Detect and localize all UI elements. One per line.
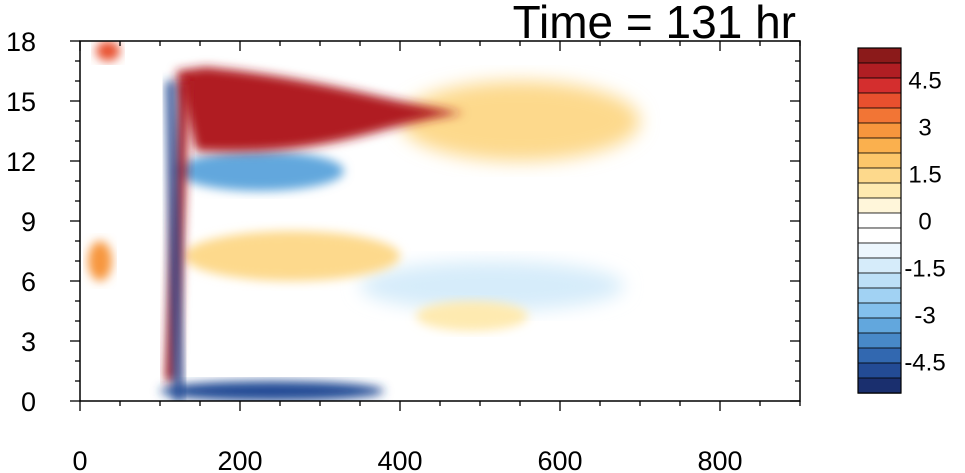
heatmap-feature-mid-negative xyxy=(360,261,624,311)
colorbar-swatch xyxy=(857,317,902,334)
colorbar-swatch xyxy=(857,62,902,79)
colorbar xyxy=(857,47,902,394)
y-tick-labels: 0 3 6 9 12 15 18 xyxy=(6,27,36,417)
colorbar-label: 0 xyxy=(918,209,931,236)
y-tick-label: 9 xyxy=(21,207,36,237)
colorbar-swatch xyxy=(857,182,902,199)
colorbar-swatch xyxy=(857,47,902,64)
colorbar-label: 4.5 xyxy=(908,67,941,94)
heatmap-feature-top-left-positive xyxy=(96,41,120,61)
colorbar-swatch xyxy=(857,122,902,139)
heatmap-feature-downdraft-band xyxy=(166,81,183,401)
y-tick-label: 18 xyxy=(6,27,36,57)
x-tick-label: 800 xyxy=(697,446,742,473)
x-tick-label: 0 xyxy=(72,446,87,473)
colorbar-label: -1.5 xyxy=(904,256,945,283)
heatmap-feature-low-positive xyxy=(416,301,528,331)
x-tick-labels: 0 200 400 600 800 xyxy=(72,446,742,473)
colorbar-border xyxy=(857,47,902,394)
heatmap-feature-surface-negative xyxy=(160,381,384,401)
colorbar-swatch xyxy=(857,212,902,229)
colorbar-label: 1.5 xyxy=(908,161,941,188)
colorbar-swatch xyxy=(857,332,902,349)
heatmap-feature-outflow-weak-positive xyxy=(400,81,640,161)
colorbar-swatch xyxy=(857,152,902,169)
colorbar-labels: 4.5 3 1.5 0 -1.5 -3 -4.5 xyxy=(904,67,945,376)
colorbar-label: -3 xyxy=(914,303,935,330)
y-tick-label: 6 xyxy=(21,267,36,297)
colorbar-label: 3 xyxy=(918,114,931,141)
colorbar-swatch xyxy=(857,377,902,394)
colorbar-swatch xyxy=(857,272,902,289)
colorbar-swatch xyxy=(857,302,902,319)
x-tick-label: 400 xyxy=(377,446,422,473)
heatmap-feature-negative-below-outflow xyxy=(176,151,344,191)
colorbar-swatch xyxy=(857,362,902,379)
y-tick-label: 3 xyxy=(21,327,36,357)
colorbar-swatch xyxy=(857,197,902,214)
colorbar-label: -4.5 xyxy=(904,350,945,377)
colorbar-swatch xyxy=(857,227,902,244)
axis-ticks xyxy=(70,40,801,411)
colorbar-swatch xyxy=(857,137,902,154)
colorbar-swatch xyxy=(857,242,902,259)
x-tick-label: 200 xyxy=(217,446,262,473)
colorbar-swatch xyxy=(857,77,902,94)
colorbar-swatch xyxy=(857,347,902,364)
y-tick-label: 0 xyxy=(21,387,36,417)
colorbar-swatch xyxy=(857,257,902,274)
colorbar-swatch xyxy=(857,92,902,109)
y-tick-label: 12 xyxy=(6,147,36,177)
heatmap-feature-outflow-positive xyxy=(176,67,464,152)
heatmap-field xyxy=(88,41,640,401)
colorbar-swatch xyxy=(857,167,902,184)
chart-title: Time = 131 hr xyxy=(513,0,796,48)
y-tick-label: 15 xyxy=(6,87,36,117)
x-tick-label: 600 xyxy=(537,446,582,473)
colorbar-swatch xyxy=(857,107,902,124)
heatmap-feature-mid-positive xyxy=(184,231,400,281)
colorbar-swatch xyxy=(857,287,902,304)
heatmap-feature-left-positive xyxy=(88,241,112,281)
